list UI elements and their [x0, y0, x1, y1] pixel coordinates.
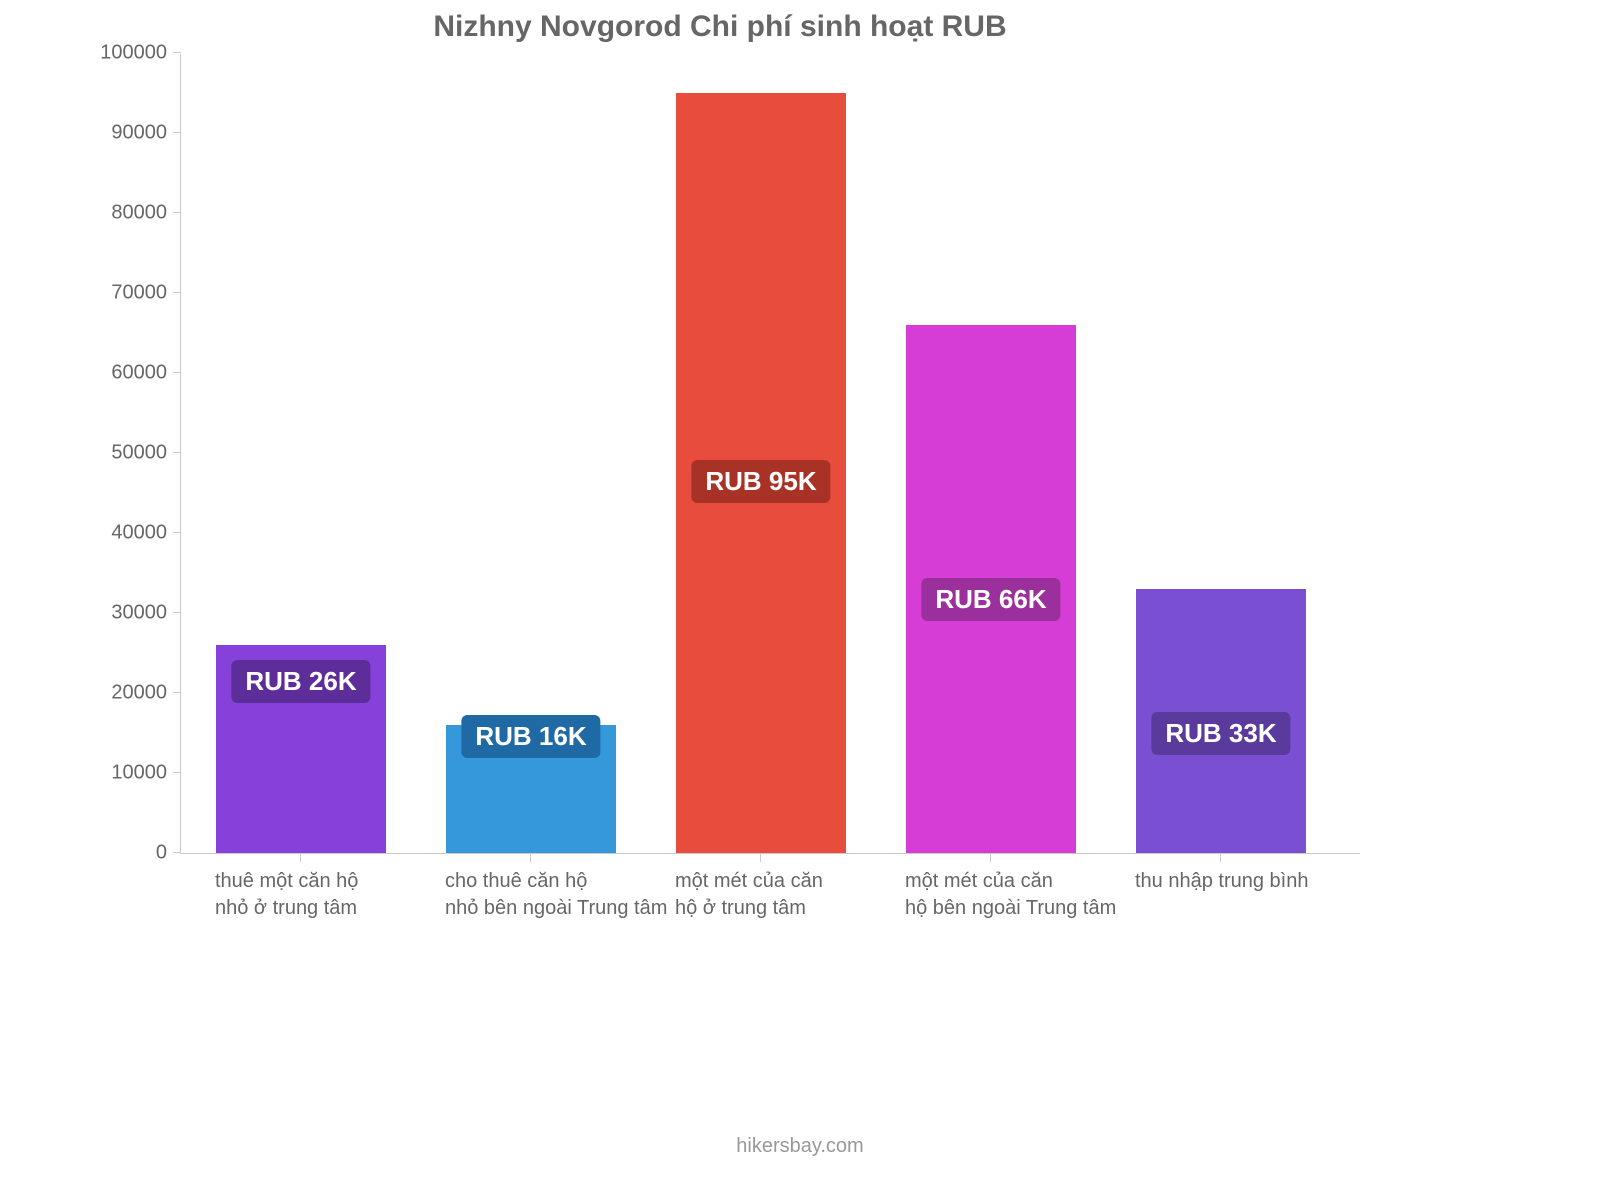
y-tick-mark — [173, 132, 181, 133]
attribution-text: hikersbay.com — [0, 1135, 1600, 1158]
bar: RUB 33K — [1136, 589, 1306, 853]
y-tick-label: 40000 — [111, 522, 181, 545]
y-tick-label: 60000 — [111, 362, 181, 385]
value-badge: RUB 95K — [691, 460, 830, 503]
x-tick-mark — [1220, 854, 1221, 862]
y-tick-label: 30000 — [111, 602, 181, 625]
value-badge: RUB 33K — [1151, 712, 1290, 755]
bar: RUB 16K — [446, 725, 616, 853]
x-tick-mark — [990, 854, 991, 862]
x-tick-mark — [300, 854, 301, 862]
y-tick-label: 10000 — [111, 762, 181, 785]
x-tick-mark — [530, 854, 531, 862]
y-tick-mark — [173, 532, 181, 533]
plot-area: 0100002000030000400005000060000700008000… — [180, 54, 1360, 854]
value-badge: RUB 16K — [461, 715, 600, 758]
y-tick-mark — [173, 52, 181, 53]
value-badge: RUB 26K — [231, 660, 370, 703]
x-axis-label: thuê một căn hộ nhỏ ở trung tâm — [215, 868, 441, 922]
y-tick-label: 90000 — [111, 122, 181, 145]
y-tick-label: 50000 — [111, 442, 181, 465]
y-tick-label: 70000 — [111, 282, 181, 305]
bar: RUB 26K — [216, 645, 386, 853]
y-tick-mark — [173, 692, 181, 693]
y-tick-mark — [173, 212, 181, 213]
x-tick-mark — [760, 854, 761, 862]
chart-container: Nizhny Novgorod Chi phí sinh hoạt RUB 01… — [80, 10, 1360, 1010]
y-tick-mark — [173, 372, 181, 373]
value-badge: RUB 66K — [921, 578, 1060, 621]
y-tick-label: 20000 — [111, 682, 181, 705]
x-axis-label: một mét của căn hộ ở trung tâm — [675, 868, 901, 922]
y-tick-label: 0 — [156, 842, 181, 865]
y-tick-mark — [173, 452, 181, 453]
y-tick-label: 100000 — [100, 42, 181, 65]
x-axis-label: cho thuê căn hộ nhỏ bên ngoài Trung tâm — [445, 868, 671, 922]
y-tick-mark — [173, 772, 181, 773]
y-tick-mark — [173, 612, 181, 613]
chart-title: Nizhny Novgorod Chi phí sinh hoạt RUB — [80, 10, 1360, 44]
y-tick-mark — [173, 852, 181, 853]
y-tick-mark — [173, 292, 181, 293]
y-tick-label: 80000 — [111, 202, 181, 225]
x-axis-label: một mét của căn hộ bên ngoài Trung tâm — [905, 868, 1131, 922]
x-axis-labels: thuê một căn hộ nhỏ ở trung tâmcho thuê … — [180, 868, 1360, 958]
x-axis-label: thu nhập trung bình — [1135, 868, 1361, 895]
bar: RUB 95K — [676, 93, 846, 853]
bar: RUB 66K — [906, 325, 1076, 853]
